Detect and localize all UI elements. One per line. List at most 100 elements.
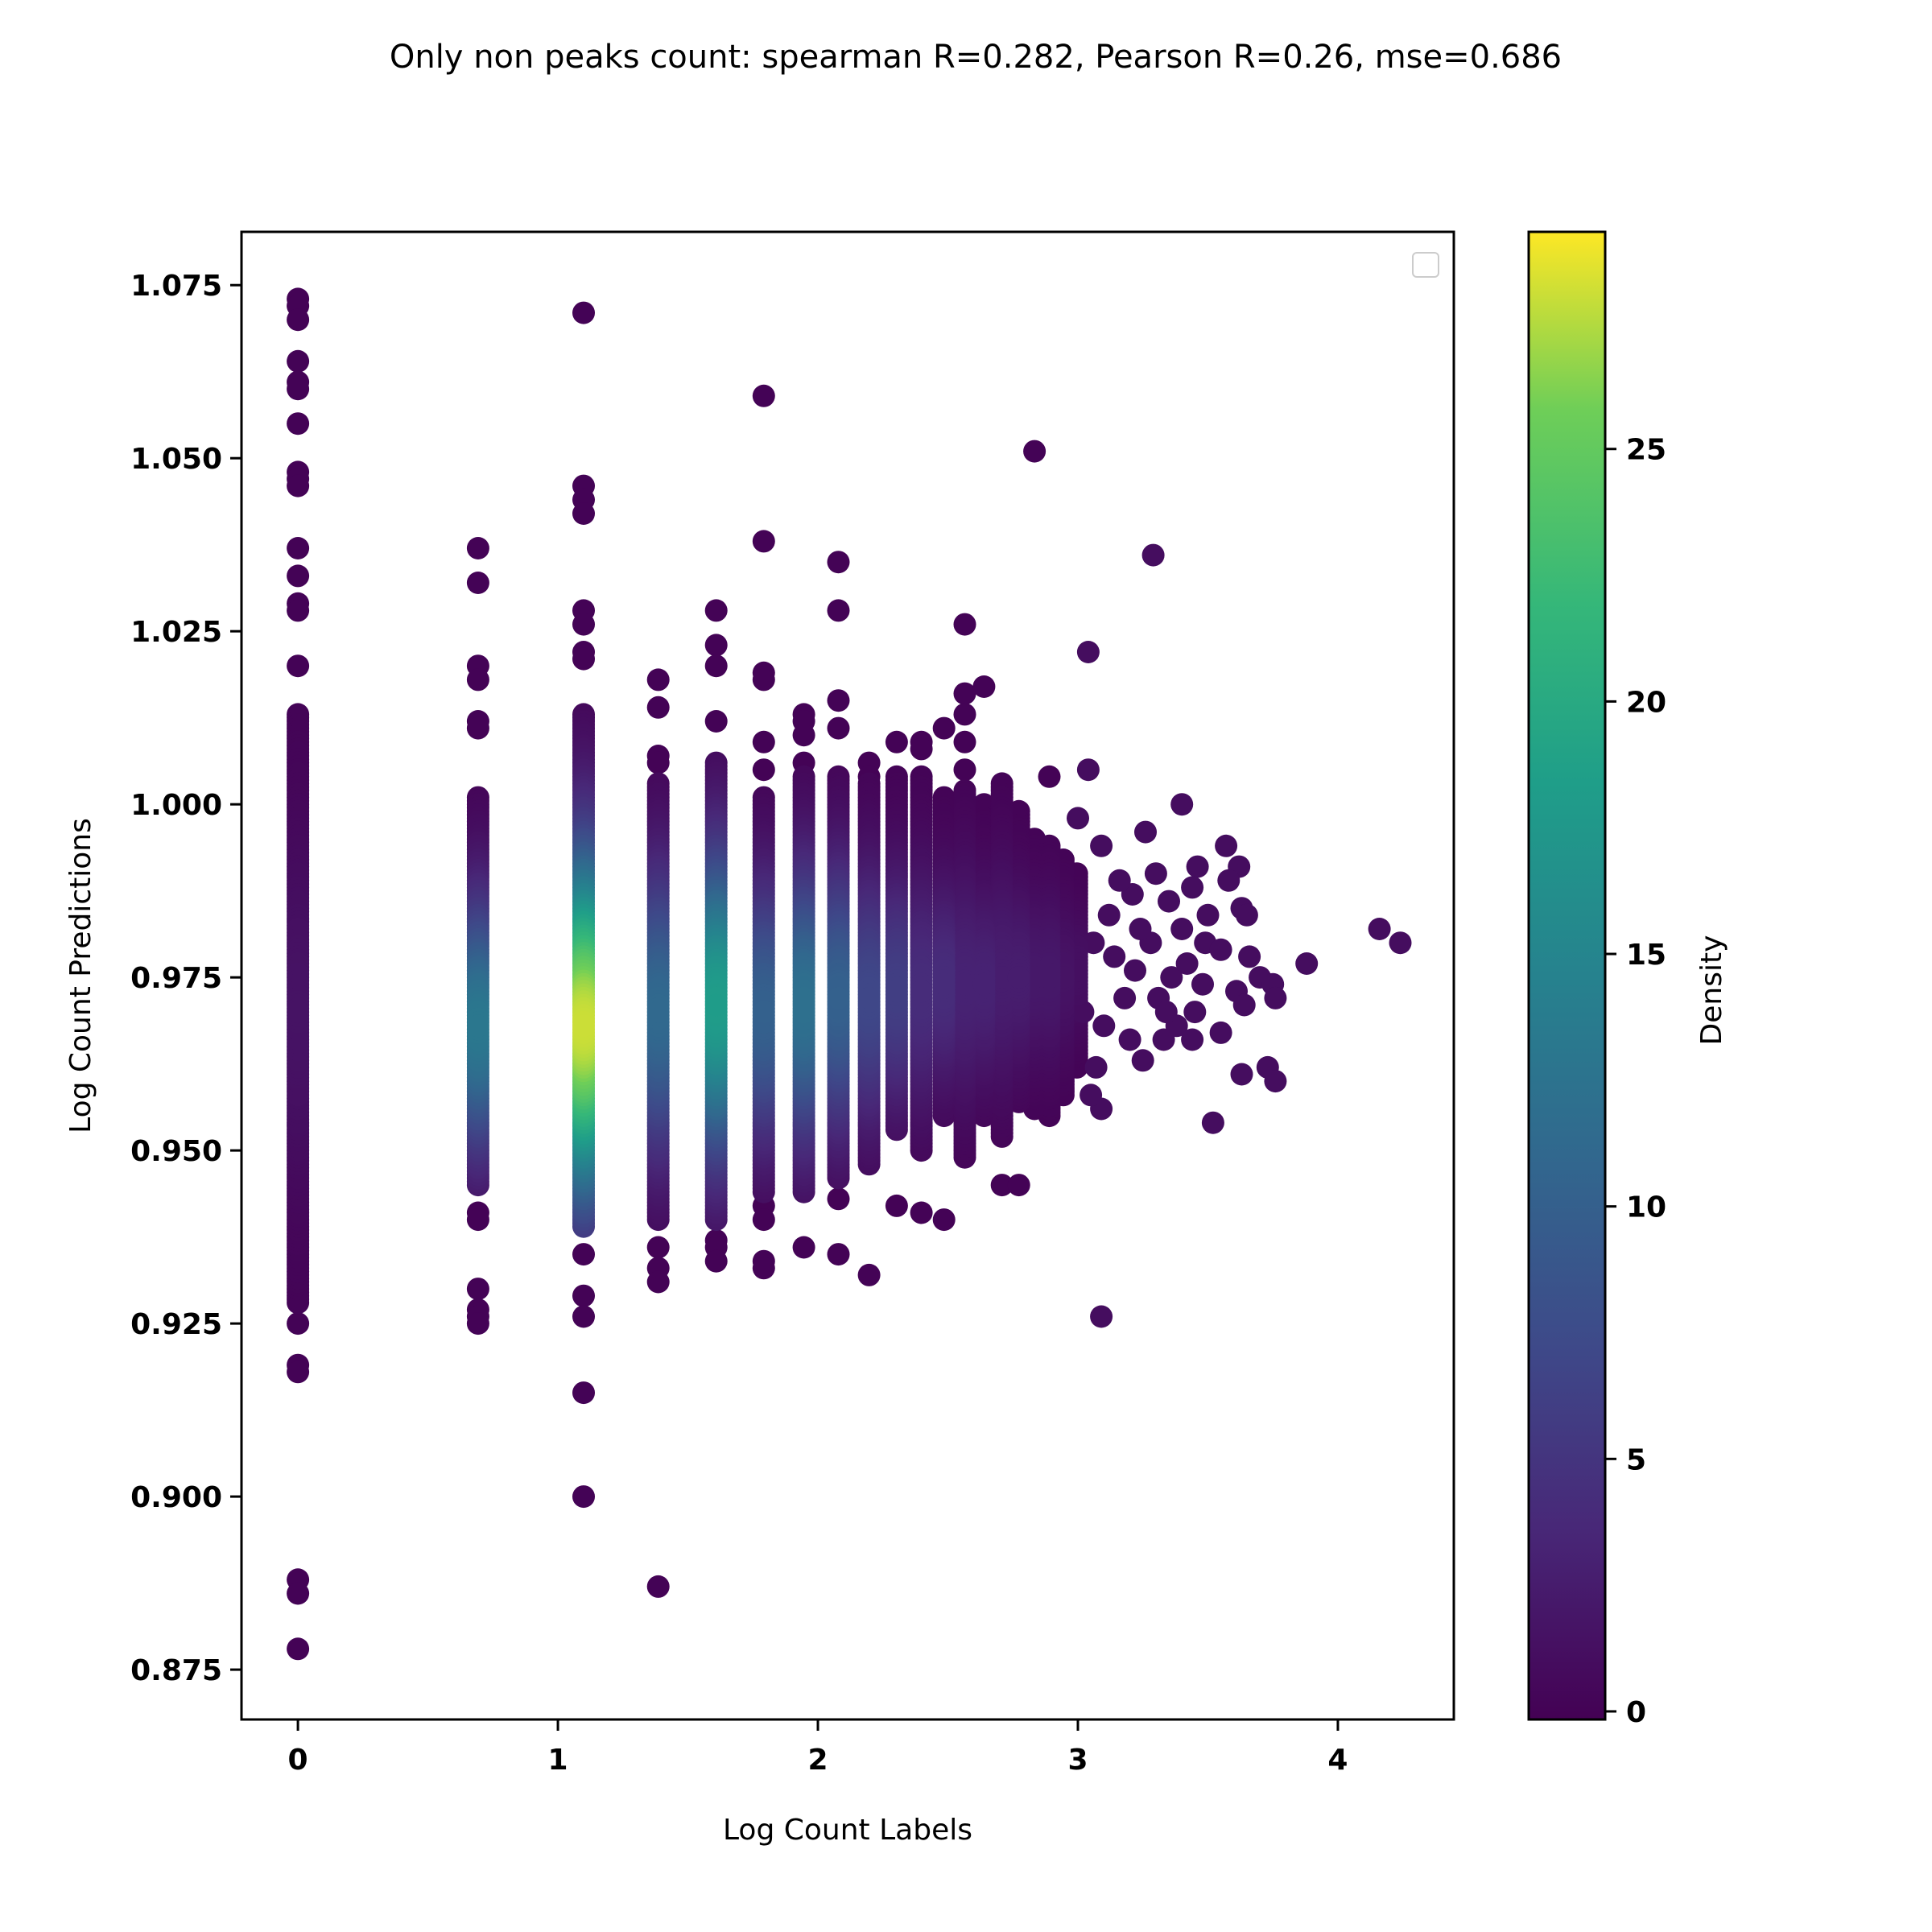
data-point bbox=[752, 1257, 775, 1280]
data-point bbox=[1186, 855, 1209, 878]
data-point bbox=[972, 972, 996, 996]
data-point bbox=[1092, 1014, 1116, 1038]
data-point bbox=[1217, 869, 1241, 892]
data-point bbox=[466, 1278, 489, 1301]
data-point bbox=[792, 724, 815, 747]
data-point bbox=[646, 668, 670, 691]
y-tick-label: 1.075 bbox=[130, 270, 222, 303]
data-point bbox=[1090, 834, 1113, 857]
data-point bbox=[1160, 966, 1183, 989]
x-tick-label: 3 bbox=[1067, 1744, 1088, 1777]
data-point bbox=[972, 675, 996, 698]
data-point bbox=[1154, 1001, 1178, 1024]
data-point bbox=[752, 1001, 775, 1024]
data-point bbox=[572, 1485, 595, 1509]
data-point bbox=[1389, 931, 1412, 955]
data-point bbox=[572, 1014, 595, 1038]
data-point bbox=[953, 703, 976, 726]
data-point bbox=[287, 412, 310, 436]
data-point bbox=[646, 1575, 670, 1598]
data-point bbox=[1076, 758, 1100, 782]
chart-title: Only non peaks count: spearman R=0.282, … bbox=[390, 39, 1562, 76]
y-tick-label: 1.025 bbox=[130, 616, 222, 649]
y-axis-label: Log Count Predictions bbox=[64, 818, 97, 1133]
data-point bbox=[572, 1381, 595, 1405]
x-axis: 0 1 2 3 4 bbox=[288, 1719, 1348, 1777]
x-tick-label: 0 bbox=[288, 1744, 308, 1777]
data-point bbox=[1368, 918, 1391, 940]
data-point bbox=[1183, 1001, 1207, 1024]
data-point bbox=[752, 384, 775, 407]
y-tick-label: 1.050 bbox=[130, 443, 222, 476]
data-point bbox=[646, 696, 670, 719]
colorbar-axis: 0 5 10 15 20 25 bbox=[1605, 434, 1666, 1729]
data-point bbox=[1023, 440, 1046, 463]
data-point bbox=[1235, 903, 1258, 927]
data-point bbox=[1080, 1084, 1103, 1107]
data-point bbox=[466, 716, 489, 740]
colorbar-tick-label: 5 bbox=[1626, 1443, 1646, 1476]
data-point bbox=[990, 1174, 1013, 1197]
data-point bbox=[885, 1194, 908, 1217]
data-point bbox=[953, 613, 976, 636]
y-tick-label: 1.000 bbox=[130, 789, 222, 822]
data-point bbox=[1238, 945, 1261, 968]
data-point bbox=[1230, 1063, 1253, 1086]
y-tick-label: 0.875 bbox=[130, 1654, 222, 1687]
data-point bbox=[646, 1270, 670, 1294]
colorbar bbox=[1527, 230, 1607, 1721]
data-point bbox=[885, 980, 908, 1003]
scatter-points bbox=[287, 287, 1412, 1661]
colorbar-tick-label: 10 bbox=[1626, 1191, 1666, 1224]
data-point bbox=[704, 710, 728, 733]
data-point bbox=[953, 972, 976, 996]
data-point bbox=[572, 647, 595, 671]
data-point bbox=[572, 1284, 595, 1307]
legend-box bbox=[1412, 252, 1439, 278]
data-point bbox=[466, 668, 489, 691]
data-point bbox=[827, 1187, 850, 1211]
colorbar-tick-label: 15 bbox=[1626, 939, 1666, 972]
data-point bbox=[1215, 834, 1238, 857]
data-point bbox=[827, 551, 850, 574]
data-point bbox=[287, 1360, 310, 1384]
data-point bbox=[287, 1637, 310, 1661]
x-tick-label: 2 bbox=[807, 1744, 828, 1777]
data-point bbox=[1038, 765, 1061, 788]
x-tick-label: 4 bbox=[1327, 1744, 1348, 1777]
data-point bbox=[1076, 641, 1100, 663]
data-point bbox=[1141, 543, 1165, 567]
data-point bbox=[752, 668, 775, 691]
data-point bbox=[1170, 793, 1194, 816]
data-point bbox=[827, 1243, 850, 1266]
data-point bbox=[990, 966, 1013, 989]
data-point bbox=[1175, 952, 1199, 975]
data-point bbox=[827, 689, 850, 712]
data-point bbox=[910, 1201, 933, 1224]
data-point bbox=[857, 1263, 881, 1286]
data-point bbox=[1196, 903, 1220, 927]
data-point bbox=[704, 993, 728, 1017]
data-point bbox=[1129, 918, 1152, 940]
data-point bbox=[466, 537, 489, 559]
data-point bbox=[572, 1305, 595, 1328]
data-point bbox=[287, 1312, 310, 1335]
data-point bbox=[1232, 993, 1256, 1017]
data-point bbox=[287, 654, 310, 678]
data-point bbox=[752, 758, 775, 782]
data-point bbox=[704, 654, 728, 678]
data-point bbox=[1103, 945, 1126, 968]
y-axis: 0.875 0.900 0.925 0.950 0.975 1.000 1.025 1.050… bbox=[130, 270, 242, 1687]
data-point bbox=[287, 1582, 310, 1605]
data-point bbox=[1264, 986, 1287, 1009]
data-point bbox=[827, 716, 850, 740]
colorbar-tick-label: 20 bbox=[1626, 686, 1666, 719]
data-point bbox=[1007, 1174, 1030, 1197]
data-point bbox=[1209, 1021, 1232, 1044]
data-point bbox=[752, 530, 775, 553]
data-point bbox=[932, 716, 956, 740]
data-point bbox=[932, 1208, 956, 1232]
data-point bbox=[1108, 869, 1131, 892]
colorbar-label: Density bbox=[1695, 935, 1728, 1046]
